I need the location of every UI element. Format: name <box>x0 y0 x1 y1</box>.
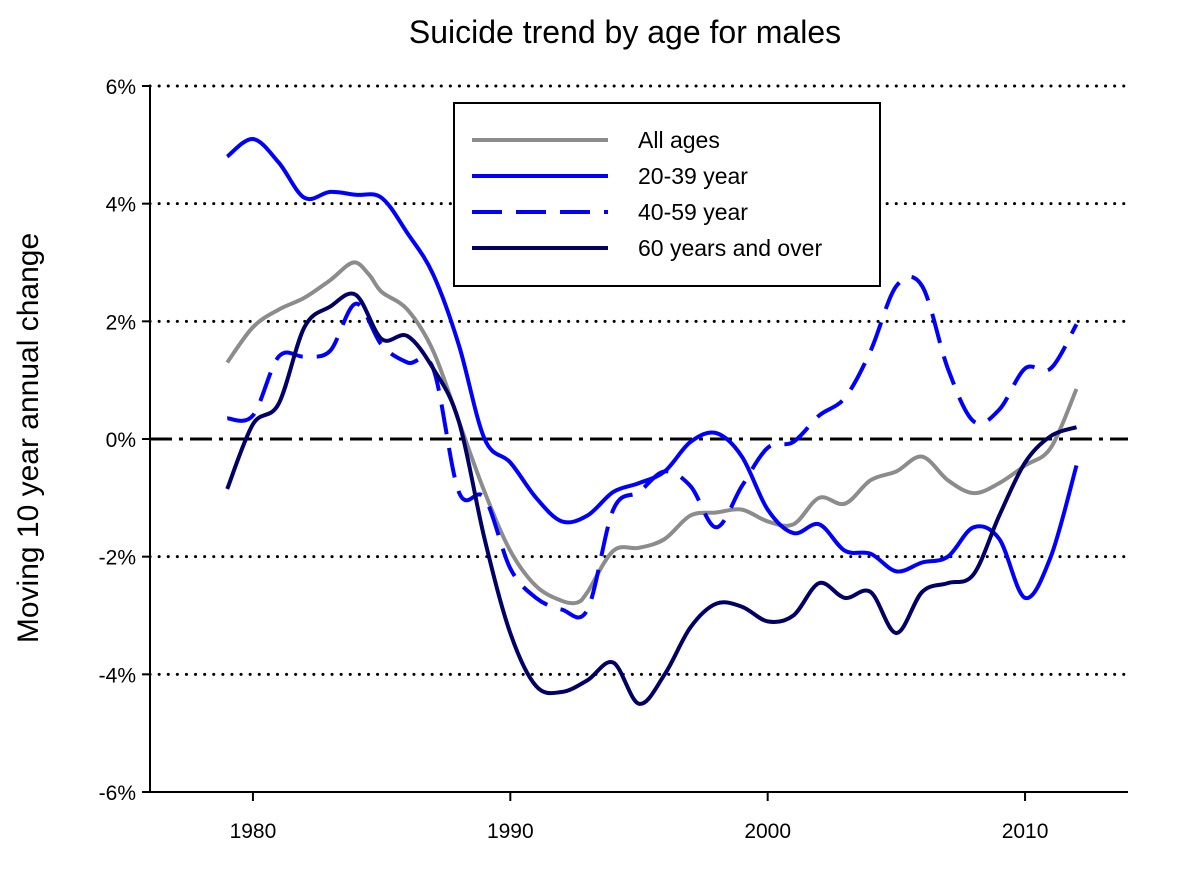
x-tick-label: 1980 <box>230 820 277 843</box>
x-tick-label: 2000 <box>744 820 791 843</box>
y-tick-label: -6% <box>99 782 136 805</box>
x-tick-label: 1990 <box>487 820 534 843</box>
y-tick-label: -2% <box>99 547 136 570</box>
y-tick-label: 6% <box>106 76 136 99</box>
legend-box <box>453 102 881 287</box>
series-lines <box>225 137 1079 706</box>
y-tick-label: 2% <box>106 311 136 334</box>
x-tick-label: 2010 <box>1002 820 1049 843</box>
y-tick-label: 0% <box>106 429 136 452</box>
y-tick-label: -4% <box>99 664 136 687</box>
grid-lines <box>148 84 1130 676</box>
y-tick-label: 4% <box>106 194 136 217</box>
legend-label-20-39: 20-39 year <box>638 163 748 189</box>
chart-title: Suicide trend by age for males <box>409 14 841 50</box>
series-line-40-59-year <box>226 274 1079 620</box>
legend-label-all-ages: All ages <box>638 127 720 153</box>
legend-label-60-plus: 60 years and over <box>638 235 822 261</box>
legend: All ages 20-39 year 40-59 year 60 years … <box>453 102 881 287</box>
series-line-60-years-and-over <box>225 291 1078 706</box>
legend-label-40-59: 40-59 year <box>638 199 748 225</box>
series-line-all-ages <box>225 260 1079 606</box>
axes: -6% -4% -2% 0% 2% 4% 6% 1980 1990 2000 2010 <box>99 76 1128 843</box>
y-axis-label: Moving 10 year annual change <box>12 233 45 643</box>
